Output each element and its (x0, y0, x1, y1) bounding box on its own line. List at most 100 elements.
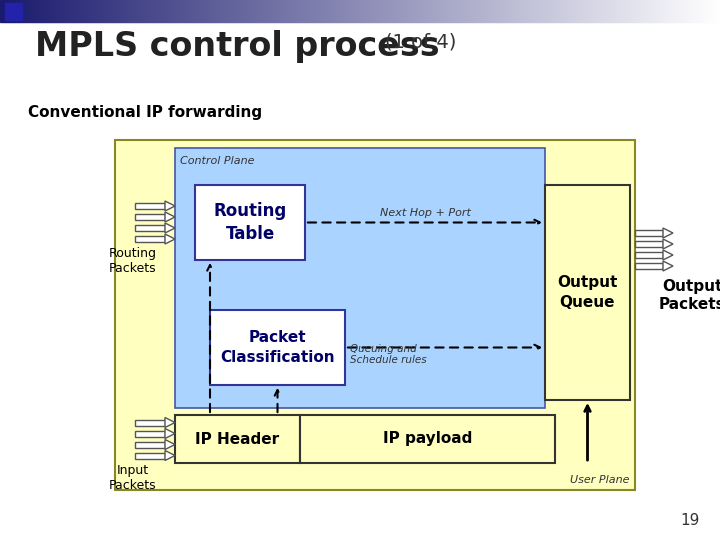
Bar (403, 0, 404, 22)
Bar (635, 241, 663, 247)
Bar (263, 0, 264, 22)
Bar (102, 0, 103, 22)
Bar (104, 0, 105, 22)
Bar (75, 0, 76, 22)
Polygon shape (165, 223, 175, 233)
Bar (96, 0, 97, 22)
Bar (172, 0, 173, 22)
Bar (503, 0, 504, 22)
Bar (153, 0, 154, 22)
Bar (493, 0, 494, 22)
Bar (337, 0, 338, 22)
Bar (332, 0, 333, 22)
Bar (93, 0, 94, 22)
Bar (351, 0, 352, 22)
Bar (222, 0, 223, 22)
Bar (466, 0, 467, 22)
Bar (193, 0, 194, 22)
Bar (41, 0, 42, 22)
Bar (55, 0, 56, 22)
Bar (396, 0, 397, 22)
Bar (419, 0, 420, 22)
Bar (487, 0, 488, 22)
Bar (393, 0, 394, 22)
Bar (698, 0, 699, 22)
Bar (354, 0, 355, 22)
Bar (46, 0, 47, 22)
Bar (405, 0, 406, 22)
Bar (446, 0, 447, 22)
Bar (513, 0, 514, 22)
Bar (388, 0, 389, 22)
Bar (179, 0, 180, 22)
Bar (130, 0, 131, 22)
Bar (545, 0, 546, 22)
Bar (135, 442, 165, 448)
Bar (6, 0, 7, 22)
Bar (60, 0, 61, 22)
Bar (671, 0, 672, 22)
Polygon shape (663, 228, 673, 238)
Bar (638, 0, 639, 22)
Bar (639, 0, 640, 22)
Bar (572, 0, 573, 22)
Bar (336, 0, 337, 22)
Bar (283, 0, 284, 22)
Bar (473, 0, 474, 22)
Bar (288, 0, 289, 22)
Bar (369, 0, 370, 22)
Bar (108, 0, 109, 22)
Bar (544, 0, 545, 22)
Bar (479, 0, 480, 22)
Bar (19, 0, 20, 22)
Bar (81, 0, 82, 22)
Bar (54, 0, 55, 22)
Bar (154, 0, 155, 22)
Bar (177, 0, 178, 22)
Bar (51, 0, 52, 22)
Bar (186, 0, 187, 22)
Bar (417, 0, 418, 22)
Bar (302, 0, 303, 22)
Bar (185, 0, 186, 22)
Bar (643, 0, 644, 22)
Bar (607, 0, 608, 22)
Bar (546, 0, 547, 22)
Bar (331, 0, 332, 22)
Bar (300, 415, 555, 463)
Bar (190, 0, 191, 22)
Bar (197, 0, 198, 22)
Polygon shape (663, 250, 673, 260)
Bar (680, 0, 681, 22)
Bar (118, 0, 119, 22)
Bar (486, 0, 487, 22)
Bar (71, 0, 72, 22)
Bar (169, 0, 170, 22)
Bar (387, 0, 388, 22)
Bar (501, 0, 502, 22)
Bar (247, 0, 248, 22)
Text: IP payload: IP payload (383, 431, 472, 447)
Bar (77, 0, 78, 22)
Bar (365, 0, 366, 22)
Bar (401, 0, 402, 22)
Bar (293, 0, 294, 22)
Bar (482, 0, 483, 22)
Bar (135, 203, 165, 209)
Bar (666, 0, 667, 22)
Bar (500, 0, 501, 22)
Text: Queuing and
Schedule rules: Queuing and Schedule rules (350, 343, 427, 365)
Bar (227, 0, 228, 22)
Bar (610, 0, 611, 22)
Bar (514, 0, 515, 22)
Bar (555, 0, 556, 22)
Bar (548, 0, 549, 22)
Bar (592, 0, 593, 22)
Bar (183, 0, 184, 22)
Bar (83, 0, 84, 22)
Bar (226, 0, 227, 22)
Bar (195, 185, 305, 260)
Bar (468, 0, 469, 22)
Bar (550, 0, 551, 22)
Bar (515, 0, 516, 22)
